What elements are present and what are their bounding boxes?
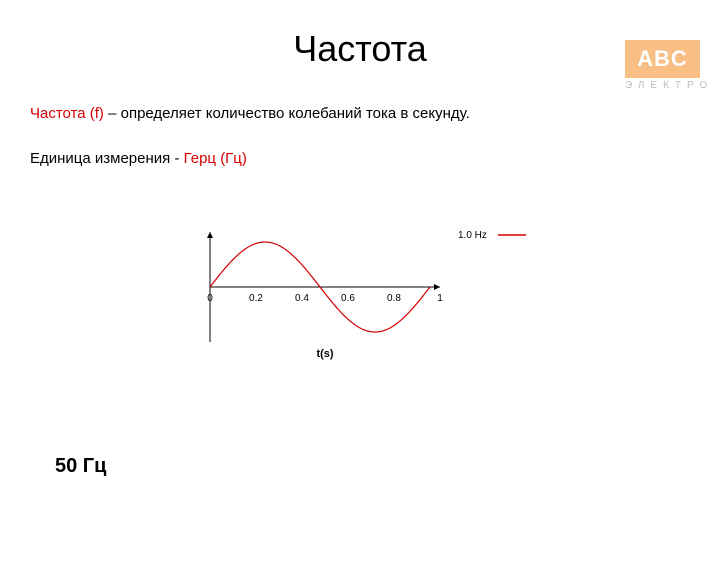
content-area: Частота (f) – определяет количество коле… — [0, 105, 720, 377]
svg-text:t(s): t(s) — [316, 348, 333, 360]
brand-logo: ABC ЭЛЕКТРО — [625, 40, 700, 91]
sine-chart: 0 0.2 0.4 0.6 0.8 1 t(s) 1.0 Hz — [190, 217, 530, 377]
chart-container: 0 0.2 0.4 0.6 0.8 1 t(s) 1.0 Hz — [30, 217, 690, 377]
definition-line: Частота (f) – определяет количество коле… — [30, 105, 690, 122]
definition-rest: – определяет количество колебаний тока в… — [104, 105, 470, 122]
definition-term: Частота (f) — [30, 105, 104, 122]
unit-value: Герц (Гц) — [184, 150, 247, 167]
svg-text:1: 1 — [437, 293, 443, 304]
svg-text:0.2: 0.2 — [249, 293, 263, 304]
svg-text:1.0 Hz: 1.0 Hz — [458, 230, 487, 241]
svg-text:0.4: 0.4 — [295, 293, 309, 304]
svg-text:0.8: 0.8 — [387, 293, 401, 304]
logo-main: ABC — [625, 40, 700, 78]
svg-text:0: 0 — [207, 293, 213, 304]
unit-prefix: Единица измерения - — [30, 150, 184, 167]
page-title: Частота — [0, 28, 720, 70]
unit-line: Единица измерения - Герц (Гц) — [30, 150, 690, 167]
bottom-frequency-value: 50 Гц — [55, 455, 106, 478]
svg-text:0.6: 0.6 — [341, 293, 355, 304]
logo-sub: ЭЛЕКТРО — [625, 80, 700, 91]
